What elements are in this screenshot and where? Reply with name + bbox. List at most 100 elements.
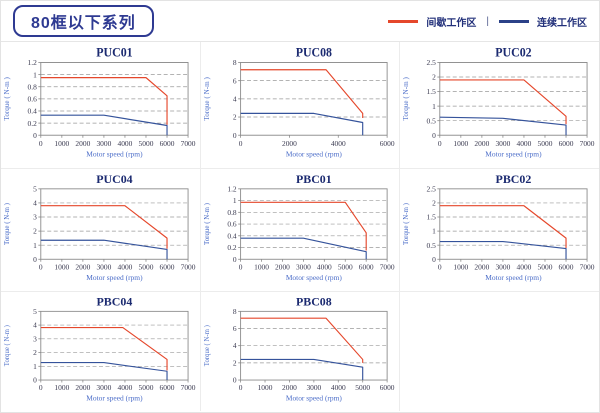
svg-text:0: 0 xyxy=(432,255,436,264)
svg-text:1000: 1000 xyxy=(54,383,69,392)
svg-text:1000: 1000 xyxy=(54,263,69,272)
svg-text:Torque ( N-m ): Torque ( N-m ) xyxy=(4,325,11,366)
series-continuous xyxy=(240,112,364,136)
svg-text:1000: 1000 xyxy=(453,263,468,272)
svg-text:3000: 3000 xyxy=(96,263,111,272)
svg-text:4: 4 xyxy=(33,321,37,330)
svg-text:4000: 4000 xyxy=(331,139,346,148)
svg-text:Torque ( N-m ): Torque ( N-m ) xyxy=(203,76,211,120)
svg-text:0: 0 xyxy=(233,255,237,264)
svg-text:2: 2 xyxy=(233,358,237,367)
svg-text:2000: 2000 xyxy=(474,139,489,148)
svg-text:Torque ( N-m ): Torque ( N-m ) xyxy=(402,77,410,121)
svg-text:2000: 2000 xyxy=(474,263,489,272)
svg-text:0.2: 0.2 xyxy=(28,119,38,128)
svg-text:Motor speed (rpm): Motor speed (rpm) xyxy=(286,150,343,159)
svg-text:PBC04: PBC04 xyxy=(97,296,133,309)
svg-text:6000: 6000 xyxy=(160,383,175,392)
charts-grid: 0 0.2 0.4 0.6 0.8 1 1.2 0 1000 2000 3000 4000 5000 60… xyxy=(1,42,599,411)
series-intermittent xyxy=(240,69,364,118)
svg-text:0.6: 0.6 xyxy=(227,220,237,229)
svg-text:6000: 6000 xyxy=(559,139,574,148)
svg-text:2000: 2000 xyxy=(75,263,90,272)
svg-text:0.4: 0.4 xyxy=(227,231,237,240)
svg-text:5000: 5000 xyxy=(538,139,553,148)
svg-text:4: 4 xyxy=(233,94,237,103)
svg-text:0: 0 xyxy=(233,376,237,385)
svg-text:2.5: 2.5 xyxy=(427,184,437,193)
svg-text:0: 0 xyxy=(39,383,43,392)
svg-text:3: 3 xyxy=(33,334,37,343)
svg-text:4: 4 xyxy=(233,341,237,350)
svg-text:PBC02: PBC02 xyxy=(496,172,532,186)
svg-text:4000: 4000 xyxy=(117,383,132,392)
series-continuous xyxy=(40,362,168,381)
header: 80框以下系列 间歇工作区 | 连续工作区 xyxy=(1,1,599,42)
svg-text:8: 8 xyxy=(233,58,237,67)
svg-text:5000: 5000 xyxy=(355,383,370,392)
svg-text:2: 2 xyxy=(432,199,436,208)
chart-cell-pbc08: 0 2 4 6 8 0 1000 2000 3000 4000 5000 6000 PBC08 Motor… xyxy=(201,292,400,411)
svg-text:2: 2 xyxy=(33,348,37,357)
svg-text:1: 1 xyxy=(33,241,37,250)
svg-text:3000: 3000 xyxy=(495,139,510,148)
svg-text:6: 6 xyxy=(233,76,237,85)
svg-text:0.5: 0.5 xyxy=(427,116,437,125)
series-intermittent xyxy=(40,327,168,371)
svg-text:0: 0 xyxy=(239,139,243,148)
svg-text:PUC01: PUC01 xyxy=(96,45,132,59)
svg-text:1: 1 xyxy=(432,227,436,236)
svg-text:3000: 3000 xyxy=(96,139,111,148)
svg-text:2000: 2000 xyxy=(75,139,90,148)
svg-text:6: 6 xyxy=(233,324,237,333)
svg-text:PUC08: PUC08 xyxy=(296,45,332,59)
svg-text:Motor speed (rpm): Motor speed (rpm) xyxy=(485,273,542,282)
svg-text:Torque ( N-m ): Torque ( N-m ) xyxy=(3,77,11,121)
svg-text:4000: 4000 xyxy=(516,139,531,148)
svg-text:0: 0 xyxy=(239,263,243,272)
svg-text:0.4: 0.4 xyxy=(28,107,38,116)
svg-text:5000: 5000 xyxy=(139,263,154,272)
svg-text:0.6: 0.6 xyxy=(28,94,38,103)
series-continuous xyxy=(40,239,168,260)
legend-separator: | xyxy=(486,15,489,27)
series-intermittent xyxy=(439,79,567,125)
svg-text:7000: 7000 xyxy=(580,139,595,148)
svg-text:Motor speed (rpm): Motor speed (rpm) xyxy=(286,393,343,402)
svg-text:1000: 1000 xyxy=(54,139,69,148)
svg-text:Motor speed (rpm): Motor speed (rpm) xyxy=(86,150,143,159)
svg-text:4000: 4000 xyxy=(331,383,346,392)
svg-text:5: 5 xyxy=(33,184,37,193)
chart-cell-pbc01: 0 0.2 0.4 0.6 0.8 1 1.2 0 1000 2000 3000 4000 5000 60… xyxy=(201,169,400,292)
svg-text:6000: 6000 xyxy=(380,383,395,392)
svg-text:Motor speed (rpm): Motor speed (rpm) xyxy=(485,150,542,159)
series-intermittent xyxy=(439,205,567,248)
svg-text:5: 5 xyxy=(33,307,37,316)
svg-text:2000: 2000 xyxy=(282,139,297,148)
svg-text:3000: 3000 xyxy=(306,383,321,392)
svg-text:4000: 4000 xyxy=(117,263,132,272)
series-intermittent xyxy=(40,205,168,249)
svg-text:Torque ( N-m ): Torque ( N-m ) xyxy=(3,203,11,245)
svg-text:3000: 3000 xyxy=(96,383,111,392)
series-title-badge: 80框以下系列 xyxy=(13,5,154,37)
svg-text:1.5: 1.5 xyxy=(427,87,437,96)
series-intermittent xyxy=(40,77,168,125)
svg-text:Motor speed (rpm): Motor speed (rpm) xyxy=(86,273,143,282)
svg-text:6000: 6000 xyxy=(380,139,395,148)
svg-text:PUC04: PUC04 xyxy=(96,172,132,186)
intermittent-zone-line-icon xyxy=(388,19,419,23)
svg-text:0: 0 xyxy=(39,139,43,148)
svg-text:Torque ( N-m ): Torque ( N-m ) xyxy=(204,203,211,245)
svg-text:0: 0 xyxy=(432,131,436,140)
chart-cell-puc08: 0 2 4 6 8 0 2000 4000 6000 PUC08 Motor speed (rpm)… xyxy=(201,42,400,169)
svg-text:6000: 6000 xyxy=(160,263,175,272)
svg-text:5000: 5000 xyxy=(538,263,553,272)
svg-text:1: 1 xyxy=(33,70,37,79)
svg-text:Torque ( N-m ): Torque ( N-m ) xyxy=(204,325,211,366)
svg-text:1000: 1000 xyxy=(258,383,273,392)
svg-text:1000: 1000 xyxy=(254,263,269,272)
svg-text:4: 4 xyxy=(33,199,37,208)
series-continuous xyxy=(439,116,567,136)
